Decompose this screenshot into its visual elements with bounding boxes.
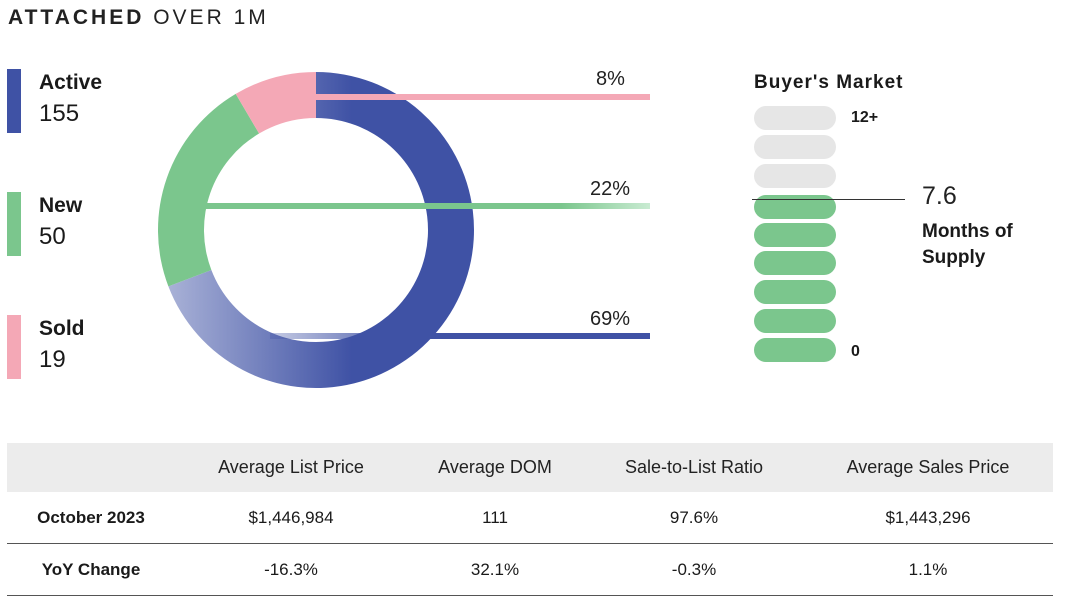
scale-pill-empty [754, 106, 836, 130]
legend-label-active: Active [39, 71, 103, 94]
legend-value-new: 50 [39, 223, 66, 250]
scale-pill-filled [754, 223, 836, 247]
donut-slice-new [158, 93, 260, 287]
legend-swatch-sold [7, 315, 21, 379]
scale-bottom-label: 0 [851, 343, 860, 360]
supply-indicator-line [752, 199, 905, 200]
scale-pill-empty [754, 135, 836, 159]
scale-top-label: 12+ [851, 109, 879, 126]
legend-label-sold: Sold [39, 317, 85, 340]
pct-label-sold: 8% [596, 68, 625, 90]
scale-pill-filled [754, 338, 836, 362]
table-row: October 2023 $1,446,984 111 97.6% $1,443… [7, 492, 1053, 544]
market-title: Buyer's Market [754, 72, 904, 93]
table-row: YoY Change -16.3% 32.1% -0.3% 1.1% [7, 544, 1053, 596]
legend-swatch-new [7, 192, 21, 256]
cell-list-price-yoy: -16.3% [264, 559, 318, 579]
cell-sales-price: $1,443,296 [885, 507, 971, 527]
scale-pill-filled [754, 280, 836, 304]
months-of-supply-value: 7.6 [922, 182, 957, 210]
leader-line-sold [316, 94, 650, 100]
header-avg-list-price: Average List Price [218, 457, 364, 477]
row-label-yoy: YoY Change [41, 559, 141, 579]
cell-sale-to-list: 97.6% [669, 507, 719, 527]
leader-line-new [206, 203, 650, 209]
legend-swatch-active [7, 69, 21, 133]
stats-table: Average List Price Average DOM Sale-to-L… [7, 443, 1053, 596]
scale-pill-filled [754, 251, 836, 275]
cell-dom: 111 [482, 507, 508, 527]
scale-pill-empty [754, 164, 836, 188]
donut-slice-active [168, 72, 474, 388]
cell-sale-to-list-yoy: -0.3% [671, 559, 717, 579]
title-light: OVER 1M [153, 6, 269, 29]
header-avg-dom: Average DOM [438, 457, 552, 477]
cell-list-price: $1,446,984 [248, 507, 334, 527]
header-sale-to-list: Sale-to-List Ratio [624, 457, 764, 477]
donut-chart [158, 72, 650, 388]
table-header: Average List Price Average DOM Sale-to-L… [7, 443, 1053, 492]
header-avg-sales-price: Average Sales Price [846, 457, 1010, 477]
leader-line-active [270, 333, 650, 339]
cell-sales-price-yoy: 1.1% [908, 559, 948, 579]
scale-pill-filled [754, 309, 836, 333]
months-of-supply-label: Months of Supply [922, 221, 1013, 268]
legend-value-sold: 19 [39, 346, 66, 373]
pct-label-active: 69% [590, 308, 631, 330]
legend-value-active: 155 [39, 100, 80, 127]
cell-dom-yoy: 32.1% [470, 559, 520, 579]
donut-slice-sold [235, 72, 316, 134]
pct-label-new: 22% [590, 178, 631, 200]
row-label-october: October 2023 [37, 507, 145, 527]
title-bold: ATTACHED [8, 6, 145, 29]
legend-label-new: New [39, 194, 83, 217]
page-title: ATTACHED OVER 1M [8, 6, 269, 30]
